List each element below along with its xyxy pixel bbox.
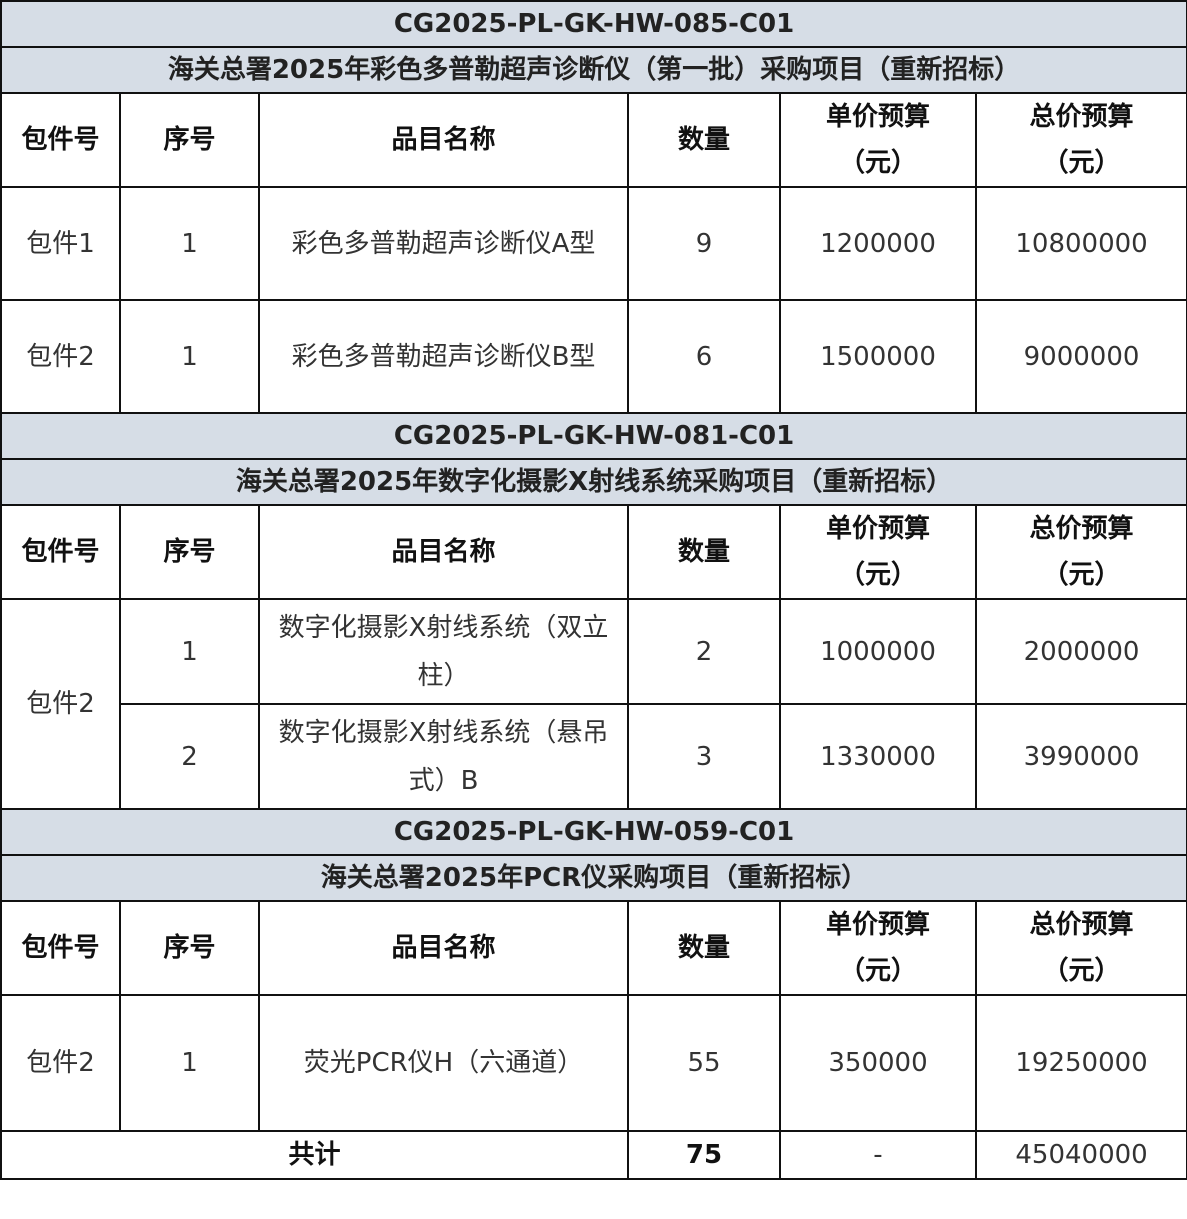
cell-unit-price: 1000000	[779, 598, 977, 705]
header-unit-price: 单价预算 （元）	[779, 504, 977, 600]
total-qty: 75	[627, 1130, 781, 1180]
cell-package: 包件2	[0, 598, 121, 810]
total-price: 45040000	[974, 1130, 1187, 1180]
header-qty: 数量	[627, 900, 781, 996]
header-row: 包件号 序号 品目名称 数量 单价预算 （元） 总价预算 （元）	[0, 900, 1187, 996]
cell-item: 数字化摄影X射线系统（悬吊式）B	[258, 703, 629, 810]
cell-qty: 2	[627, 598, 781, 705]
project-title-row: 海关总署2025年数字化摄影X射线系统采购项目（重新招标）	[0, 458, 1187, 506]
header-package: 包件号	[0, 504, 121, 600]
header-unit: （元）	[838, 956, 917, 986]
header-seq: 序号	[119, 504, 260, 600]
header-unit: （元）	[1042, 148, 1121, 178]
project-code: CG2025-PL-GK-HW-059-C01	[0, 808, 1187, 856]
header-row: 包件号 序号 品目名称 数量 单价预算 （元） 总价预算 （元）	[0, 504, 1187, 600]
header-seq: 序号	[119, 900, 260, 996]
cell-item: 荧光PCR仪H（六通道）	[258, 994, 629, 1132]
cell-unit-price: 1500000	[779, 299, 977, 414]
procurement-table: CG2025-PL-GK-HW-085-C01 海关总署2025年彩色多普勒超声…	[0, 0, 1187, 1180]
project-code-row: CG2025-PL-GK-HW-081-C01	[0, 412, 1187, 460]
header-total-price-label: 总价预算	[1029, 514, 1134, 544]
cell-item: 数字化摄影X射线系统（双立柱）	[258, 598, 629, 705]
header-total-price-label: 总价预算	[1029, 910, 1134, 940]
cell-seq: 1	[119, 598, 260, 705]
total-label: 共计	[0, 1130, 629, 1180]
cell-unit-price: 350000	[779, 994, 977, 1132]
cell-total-price: 19250000	[974, 994, 1187, 1132]
header-item: 品目名称	[258, 900, 629, 996]
header-item: 品目名称	[258, 504, 629, 600]
table-row: 包件1 1 彩色多普勒超声诊断仪A型 9 1200000 10800000	[0, 186, 1187, 301]
cell-total-price: 2000000	[974, 598, 1187, 705]
cell-qty: 3	[627, 703, 781, 810]
header-qty: 数量	[627, 92, 781, 188]
table-row: 包件2 1 彩色多普勒超声诊断仪B型 6 1500000 9000000	[0, 299, 1187, 414]
project-title-row: 海关总署2025年彩色多普勒超声诊断仪（第一批）采购项目（重新招标）	[0, 46, 1187, 94]
cell-unit-price: 1330000	[779, 703, 977, 810]
header-unit: （元）	[838, 148, 917, 178]
cell-seq: 1	[119, 994, 260, 1132]
cell-seq: 1	[119, 299, 260, 414]
header-total-price: 总价预算 （元）	[974, 504, 1187, 600]
cell-package: 包件2	[0, 299, 121, 414]
header-unit-price: 单价预算 （元）	[779, 900, 977, 996]
header-item: 品目名称	[258, 92, 629, 188]
cell-seq: 2	[119, 703, 260, 810]
header-unit-price-label: 单价预算	[825, 910, 930, 940]
cell-qty: 9	[627, 186, 781, 301]
table-row: 包件2 1 数字化摄影X射线系统（双立柱） 2 1000000 2000000	[0, 598, 1187, 810]
header-total-price: 总价预算 （元）	[974, 92, 1187, 188]
header-unit: （元）	[1042, 956, 1121, 986]
header-unit: （元）	[1042, 560, 1121, 590]
project-title-row: 海关总署2025年PCR仪采购项目（重新招标）	[0, 854, 1187, 902]
project-title: 海关总署2025年PCR仪采购项目（重新招标）	[0, 854, 1187, 902]
total-row: 共计 75 - 45040000	[0, 1130, 1187, 1180]
project-code: CG2025-PL-GK-HW-081-C01	[0, 412, 1187, 460]
cell-package: 包件2	[0, 994, 121, 1132]
cell-qty: 55	[627, 994, 781, 1132]
header-qty: 数量	[627, 504, 781, 600]
cell-item: 彩色多普勒超声诊断仪A型	[258, 186, 629, 301]
header-package: 包件号	[0, 92, 121, 188]
header-row: 包件号 序号 品目名称 数量 单价预算 （元） 总价预算 （元）	[0, 92, 1187, 188]
cell-seq: 1	[119, 186, 260, 301]
cell-total-price: 9000000	[974, 299, 1187, 414]
header-unit-price-label: 单价预算	[825, 514, 930, 544]
header-unit-price: 单价预算 （元）	[779, 92, 977, 188]
cell-unit-price: 1200000	[779, 186, 977, 301]
header-unit-price-label: 单价预算	[825, 102, 930, 132]
project-code-row: CG2025-PL-GK-HW-085-C01	[0, 0, 1187, 48]
table-row: 包件2 1 荧光PCR仪H（六通道） 55 350000 19250000	[0, 994, 1187, 1132]
table-row: 2 数字化摄影X射线系统（悬吊式）B 3 1330000 3990000	[1, 703, 1187, 810]
header-total-price-label: 总价预算	[1029, 102, 1134, 132]
project-code-row: CG2025-PL-GK-HW-059-C01	[0, 808, 1187, 856]
cell-package: 包件1	[0, 186, 121, 301]
header-unit: （元）	[838, 560, 917, 590]
total-unit-price: -	[779, 1130, 977, 1180]
cell-total-price: 10800000	[974, 186, 1187, 301]
project-title: 海关总署2025年彩色多普勒超声诊断仪（第一批）采购项目（重新招标）	[0, 46, 1187, 94]
header-total-price: 总价预算 （元）	[974, 900, 1187, 996]
cell-total-price: 3990000	[974, 703, 1187, 810]
header-package: 包件号	[0, 900, 121, 996]
cell-qty: 6	[627, 299, 781, 414]
cell-item: 彩色多普勒超声诊断仪B型	[258, 299, 629, 414]
project-code: CG2025-PL-GK-HW-085-C01	[0, 0, 1187, 48]
header-seq: 序号	[119, 92, 260, 188]
project-title: 海关总署2025年数字化摄影X射线系统采购项目（重新招标）	[0, 458, 1187, 506]
